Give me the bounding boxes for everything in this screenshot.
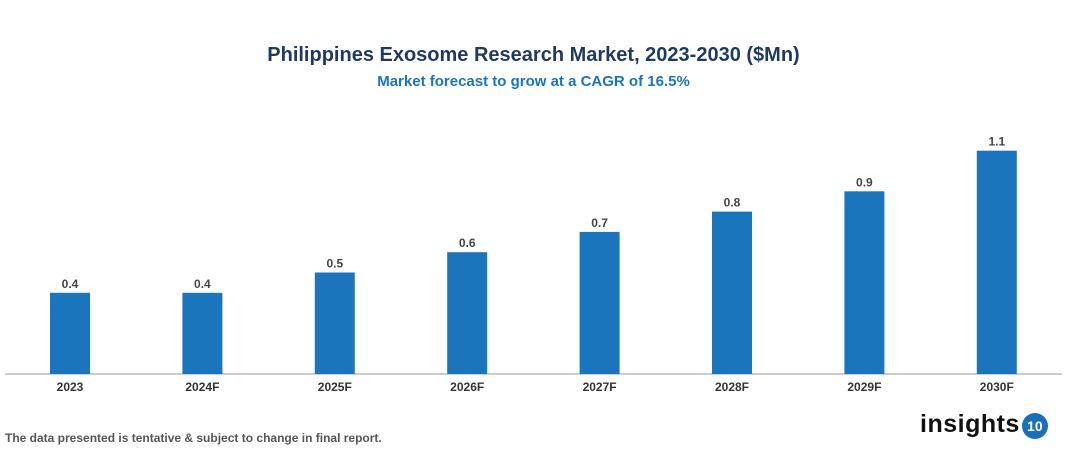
- bar-2027F: [579, 231, 620, 374]
- bar-2026F: [447, 252, 488, 374]
- data-label: 0.4: [62, 277, 79, 291]
- x-tick-label: 2025F: [318, 380, 352, 394]
- x-tick-label: 2029F: [847, 380, 881, 394]
- x-tick-label: 2026F: [450, 380, 484, 394]
- data-label: 0.7: [591, 216, 608, 230]
- bar-2030F: [976, 150, 1017, 374]
- bar-2029F: [844, 191, 885, 374]
- x-tick-label: 2024F: [185, 380, 219, 394]
- bar-2023: [50, 292, 90, 374]
- insights10-logo: insights 10: [920, 409, 1048, 439]
- data-label: 0.9: [856, 175, 873, 189]
- data-label: 0.5: [326, 257, 343, 271]
- bar-2025F: [314, 272, 355, 374]
- data-label: 0.6: [459, 236, 476, 250]
- x-tick-label: 2023: [57, 380, 84, 394]
- data-label: 1.1: [988, 135, 1005, 149]
- bar-2024F: [182, 292, 223, 374]
- x-tick-label: 2027F: [583, 380, 617, 394]
- logo-badge: 10: [1021, 413, 1048, 439]
- x-tick-label: 2028F: [715, 380, 749, 394]
- logo-text: insights: [920, 409, 1020, 438]
- data-label: 0.4: [194, 277, 211, 291]
- x-tick-label: 2030F: [980, 380, 1014, 394]
- data-label: 0.8: [724, 196, 741, 210]
- chart-title: Philippines Exosome Research Market, 202…: [267, 44, 800, 66]
- chart-subtitle: Market forecast to grow at a CAGR of 16.…: [377, 73, 690, 90]
- disclaimer-note: The data presented is tentative & subjec…: [5, 431, 382, 445]
- bar-2028F: [712, 211, 752, 374]
